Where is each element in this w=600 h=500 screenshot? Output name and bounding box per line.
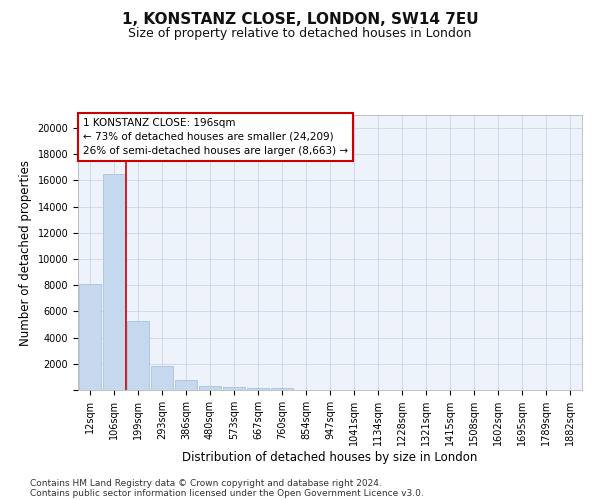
Bar [151,366,173,390]
Bar [79,284,101,390]
Text: 1, KONSTANZ CLOSE, LONDON, SW14 7EU: 1, KONSTANZ CLOSE, LONDON, SW14 7EU [122,12,478,28]
Bar [127,320,149,390]
Bar [175,380,197,390]
Bar [223,386,245,390]
X-axis label: Distribution of detached houses by size in London: Distribution of detached houses by size … [182,451,478,464]
Text: Contains HM Land Registry data © Crown copyright and database right 2024.: Contains HM Land Registry data © Crown c… [30,478,382,488]
Text: Contains public sector information licensed under the Open Government Licence v3: Contains public sector information licen… [30,488,424,498]
Bar [103,174,125,390]
Bar [199,386,221,390]
Text: 1 KONSTANZ CLOSE: 196sqm
← 73% of detached houses are smaller (24,209)
26% of se: 1 KONSTANZ CLOSE: 196sqm ← 73% of detach… [83,118,348,156]
Bar [247,388,269,390]
Text: Size of property relative to detached houses in London: Size of property relative to detached ho… [128,28,472,40]
Bar [271,388,293,390]
Y-axis label: Number of detached properties: Number of detached properties [19,160,32,346]
